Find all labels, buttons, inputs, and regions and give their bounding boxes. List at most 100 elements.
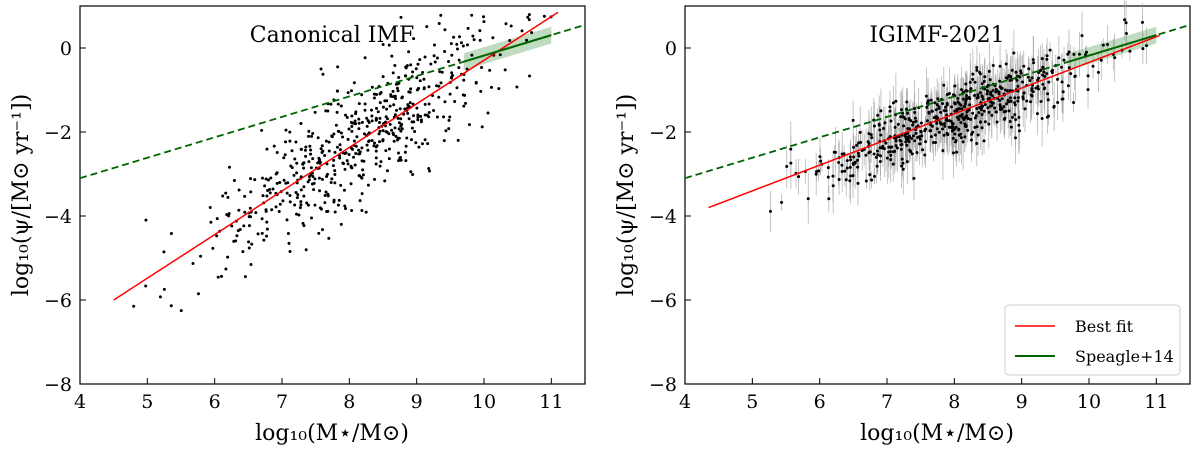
data-point [397, 136, 401, 140]
data-point [1046, 92, 1050, 96]
data-point [1027, 67, 1031, 71]
data-point [987, 122, 991, 126]
data-point [317, 231, 321, 235]
data-point [452, 35, 456, 39]
data-point [396, 82, 400, 86]
data-point [339, 131, 343, 135]
data-point [1021, 80, 1025, 84]
data-point [378, 116, 382, 120]
data-point [299, 203, 303, 207]
data-point [999, 86, 1003, 90]
data-point [215, 217, 219, 221]
data-point [973, 93, 977, 97]
data-point [237, 188, 241, 192]
data-point [982, 139, 986, 143]
data-point [1066, 52, 1070, 56]
data-point [975, 68, 979, 72]
data-point [1061, 90, 1065, 94]
data-point [986, 89, 990, 93]
data-point [913, 116, 917, 120]
data-point [437, 22, 441, 26]
data-point [907, 139, 911, 143]
data-point [404, 159, 408, 163]
data-point [345, 159, 349, 163]
data-point [933, 101, 937, 105]
data-point [960, 88, 964, 92]
data-point [959, 121, 963, 125]
data-point [391, 71, 395, 75]
x-tick-label: 11 [1144, 391, 1168, 413]
data-point [320, 144, 324, 148]
data-point [227, 212, 231, 216]
data-point [948, 91, 952, 95]
data-point [939, 110, 943, 114]
data-point [282, 156, 286, 160]
x-tick-label: 9 [411, 391, 423, 413]
data-point [344, 113, 348, 117]
data-point [249, 263, 253, 267]
data-point [909, 119, 913, 123]
data-point [439, 81, 443, 85]
data-point [358, 199, 362, 203]
data-point [400, 96, 404, 100]
data-point [407, 50, 411, 54]
data-point [827, 197, 831, 201]
data-point [888, 109, 892, 113]
data-point [1008, 79, 1012, 83]
data-point [388, 104, 392, 108]
data-point [1041, 73, 1045, 77]
data-point [266, 178, 270, 182]
data-point [302, 166, 306, 170]
data-point [867, 132, 871, 136]
data-point [1007, 109, 1011, 113]
data-point [399, 117, 403, 121]
data-point [1013, 96, 1017, 100]
data-point [872, 124, 876, 128]
data-point [396, 116, 400, 120]
data-point [826, 166, 830, 170]
data-point [319, 147, 323, 151]
data-point [332, 200, 336, 204]
data-point [448, 115, 452, 119]
data-point [864, 153, 868, 157]
data-point [419, 118, 423, 122]
data-point [955, 150, 959, 154]
speagle-solid-line [463, 34, 552, 63]
data-point [845, 159, 849, 163]
y-tick-label: −4 [44, 206, 72, 228]
data-point [265, 220, 269, 224]
data-point [913, 139, 917, 143]
data-point [1101, 43, 1105, 47]
data-point [427, 102, 431, 106]
data-point [870, 136, 874, 140]
data-point [307, 129, 311, 133]
data-point [542, 14, 546, 18]
data-point [423, 102, 427, 106]
data-point [488, 68, 492, 72]
data-point [831, 174, 835, 178]
data-point [465, 43, 469, 47]
data-point [857, 141, 861, 145]
data-point [427, 111, 431, 115]
data-point [440, 70, 444, 74]
data-point [969, 87, 973, 91]
data-point [1032, 61, 1036, 65]
data-point [503, 68, 507, 72]
data-point [282, 178, 286, 182]
data-point [418, 79, 422, 83]
data-point [369, 108, 373, 112]
data-point [881, 144, 885, 148]
data-point [1022, 64, 1026, 68]
data-point [312, 188, 316, 192]
data-point [848, 155, 852, 159]
data-point [286, 231, 290, 235]
data-point [304, 248, 308, 252]
panel-igimf-2021: 4 5 6 7 8 9 10 11 −8 −6 −4 −2 0 IGIMF-2021 log₁₀(M⋆… [614, 0, 1191, 446]
data-point [1128, 49, 1132, 53]
data-point [889, 158, 893, 162]
data-point [1140, 20, 1144, 24]
data-point [504, 22, 508, 26]
data-point [392, 139, 396, 143]
data-point [1085, 50, 1089, 54]
data-point [450, 76, 454, 80]
